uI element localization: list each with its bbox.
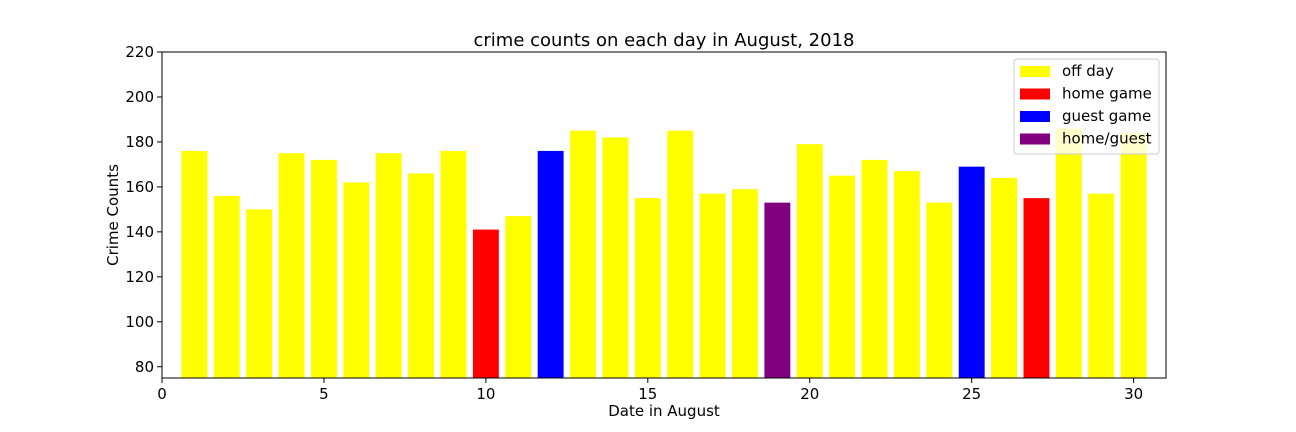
y-tick-label: 100 [125, 313, 154, 331]
bar-day-4 [278, 153, 305, 378]
x-tick-label: 15 [638, 385, 657, 403]
bar-day-28 [1055, 128, 1082, 378]
legend: off day home game guest game home/guest [1013, 58, 1160, 155]
bar-day-20 [796, 144, 823, 378]
bar-day-26 [991, 177, 1018, 378]
bar-day-24 [926, 202, 953, 378]
legend-swatch-off [1020, 66, 1050, 77]
x-tick-label: 5 [319, 385, 329, 403]
bar-day-9 [440, 150, 467, 378]
y-axis: 80 100 120 140 160 180 200 220 [125, 43, 162, 376]
plot-frame [161, 51, 1167, 379]
bar-day-27 [1023, 198, 1050, 378]
y-tick-label: 220 [125, 43, 154, 61]
bar-day-13 [570, 130, 596, 378]
legend-swatch-guest [1020, 111, 1050, 122]
x-tick-label: 20 [800, 385, 819, 403]
bar-day-10 [472, 229, 499, 378]
bar-day-1 [181, 150, 208, 378]
bar-day-16 [667, 130, 694, 378]
y-axis-label: Crime Counts [104, 164, 122, 266]
bars-layer [181, 128, 1147, 378]
legend-label-guest: guest game [1062, 107, 1151, 125]
x-axis: 0 5 10 15 20 25 30 [157, 378, 1143, 403]
bar-day-29 [1088, 193, 1115, 378]
chart-title: crime counts on each day in August, 2018 [474, 30, 855, 51]
bar-day-25 [958, 166, 985, 378]
bar-day-3 [246, 209, 273, 378]
bar-day-21 [829, 175, 856, 378]
bar-day-12 [537, 150, 564, 378]
y-tick-label: 180 [125, 133, 154, 151]
x-tick-label: 0 [157, 385, 167, 403]
bar-day-30 [1120, 132, 1147, 378]
y-tick-label: 160 [125, 178, 154, 196]
bar-day-8 [408, 173, 435, 378]
bar-day-23 [893, 171, 920, 378]
y-tick-label: 80 [135, 358, 154, 376]
bar-day-7 [375, 153, 402, 378]
x-tick-label: 25 [962, 385, 981, 403]
x-axis-label: Date in August [608, 402, 720, 420]
bar-day-6 [343, 182, 370, 378]
x-tick-label: 10 [476, 385, 495, 403]
bar-day-15 [634, 198, 661, 378]
legend-box [1013, 58, 1160, 155]
bar-day-14 [602, 137, 629, 378]
y-tick-label: 140 [125, 223, 154, 241]
legend-swatch-home [1020, 88, 1050, 100]
bar-day-2 [213, 195, 240, 378]
legend-swatch-homeguest [1020, 133, 1050, 145]
bar-day-22 [861, 159, 888, 378]
bar-day-11 [505, 216, 532, 378]
x-tick-label: 30 [1124, 385, 1143, 403]
legend-label-off: off day [1062, 62, 1114, 80]
bar-day-5 [310, 159, 337, 378]
legend-label-home: home game [1062, 85, 1152, 103]
bar-day-18 [732, 189, 758, 378]
bar-day-17 [699, 193, 726, 378]
legend-label-homeguest: home/guest [1062, 130, 1152, 148]
y-tick-label: 200 [125, 88, 154, 106]
bar-day-19 [764, 202, 791, 378]
y-tick-label: 120 [125, 268, 154, 286]
